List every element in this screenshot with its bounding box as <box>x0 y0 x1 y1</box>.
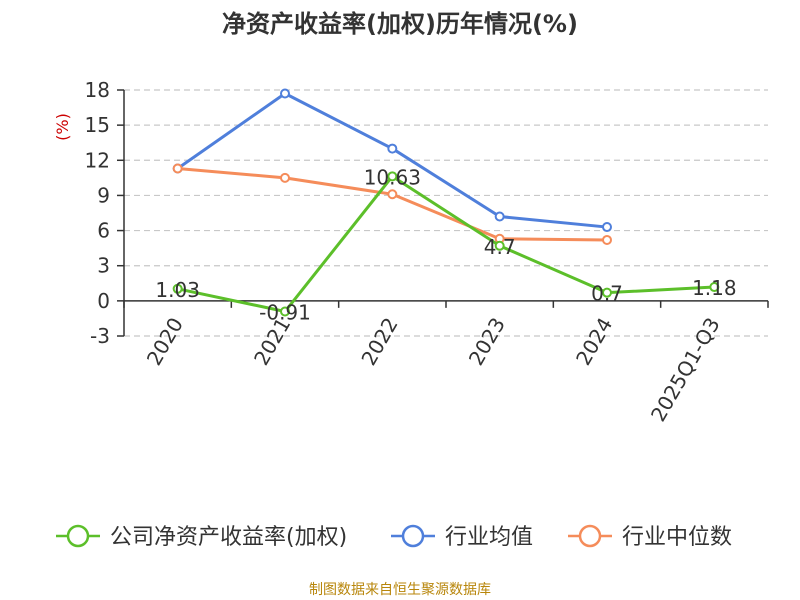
data-point <box>387 189 398 200</box>
y-tick-labels: -3 0 3 6 9 12 15 18 <box>85 78 124 348</box>
data-point <box>172 283 183 294</box>
y-tick-label: 0 <box>97 289 110 313</box>
y-tick-label: 12 <box>85 148 110 172</box>
data-point <box>494 211 505 222</box>
y-tick-label: 9 <box>97 183 110 207</box>
chart-title: 净资产收益率(加权)历年情况(%) <box>222 10 578 38</box>
series-line <box>176 92 608 229</box>
data-point <box>387 171 398 182</box>
data-point <box>280 172 290 183</box>
x-tick-labels: 2020 2021 2022 2023 2024 2025Q1-Q3 <box>142 313 725 425</box>
data-point <box>494 240 505 251</box>
source-caption: 制图数据来自恒生聚源数据库 <box>309 582 491 598</box>
data-point <box>602 222 612 233</box>
data-point <box>387 143 398 154</box>
data-point <box>602 234 612 245</box>
x-tick-label: 2024 <box>571 313 617 369</box>
legend-marker <box>66 524 90 548</box>
data-point <box>602 287 612 298</box>
data-label: 0.7 <box>591 282 623 306</box>
y-tick-label: 18 <box>85 78 110 102</box>
data-labels: 1.03 -0.91 10.63 4.7 0.7 1.18 <box>155 165 736 324</box>
data-point <box>280 306 290 317</box>
legend-label[interactable]: 行业中位数 <box>622 525 732 550</box>
x-tick-label: 2023 <box>464 313 510 369</box>
legend[interactable]: 公司净资产收益率(加权) 行业均值 行业中位数 <box>56 524 732 550</box>
data-label: 1.03 <box>155 278 200 302</box>
legend-marker <box>401 524 425 548</box>
legend-label[interactable]: 公司净资产收益率(加权) <box>110 525 347 550</box>
legend-label[interactable]: 行业均值 <box>445 525 533 550</box>
y-tick-label: 6 <box>97 219 110 243</box>
data-label: 1.18 <box>692 276 737 300</box>
legend-marker <box>578 524 602 548</box>
series-lines <box>172 88 720 317</box>
x-tick-label: 2022 <box>356 313 402 369</box>
data-point <box>280 88 290 99</box>
x-tick-label: 2025Q1-Q3 <box>646 313 725 425</box>
y-axis-unit: (%) <box>53 113 72 141</box>
x-tick-label: 2020 <box>142 313 188 369</box>
series-line <box>177 174 715 314</box>
y-tick-label: 3 <box>97 254 110 278</box>
data-point <box>709 282 720 293</box>
y-tick-label: -3 <box>90 324 110 348</box>
data-label: -0.91 <box>259 301 311 325</box>
y-tick-label: 15 <box>85 113 110 137</box>
gridlines <box>124 89 768 337</box>
data-label: 10.63 <box>364 165 421 189</box>
data-point <box>172 163 183 174</box>
data-label: 4.7 <box>484 235 516 259</box>
